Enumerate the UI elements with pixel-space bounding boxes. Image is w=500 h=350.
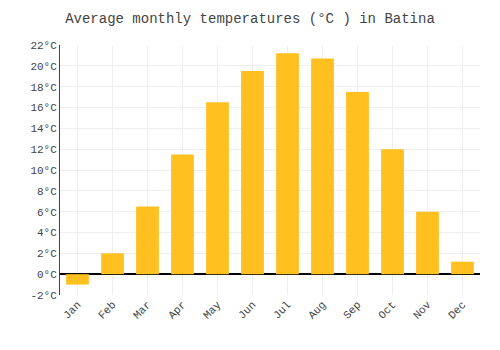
- svg-text:8°C: 8°C: [37, 186, 57, 198]
- svg-text:Feb: Feb: [96, 299, 118, 321]
- svg-text:Average monthly temperatures (: Average monthly temperatures (°C ) in Ba…: [65, 11, 435, 27]
- svg-text:Dec: Dec: [446, 299, 468, 321]
- svg-text:0°C: 0°C: [37, 269, 57, 281]
- svg-text:Oct: Oct: [376, 299, 398, 321]
- svg-text:-2°C: -2°C: [30, 290, 57, 302]
- svg-text:20°C: 20°C: [30, 61, 57, 73]
- svg-text:16°C: 16°C: [30, 102, 57, 114]
- svg-text:12°C: 12°C: [30, 144, 57, 156]
- svg-text:22°C: 22°C: [30, 40, 57, 52]
- svg-text:Sep: Sep: [341, 299, 363, 321]
- svg-text:Jan: Jan: [61, 299, 83, 321]
- svg-text:2°C: 2°C: [37, 248, 57, 260]
- svg-text:Aug: Aug: [306, 299, 328, 321]
- svg-text:Mar: Mar: [131, 299, 153, 321]
- svg-text:Apr: Apr: [166, 299, 188, 321]
- svg-text:Jul: Jul: [271, 299, 293, 321]
- svg-text:10°C: 10°C: [30, 165, 57, 177]
- svg-text:4°C: 4°C: [37, 227, 57, 239]
- svg-text:May: May: [201, 299, 224, 322]
- svg-text:Jun: Jun: [236, 299, 258, 321]
- svg-text:14°C: 14°C: [30, 123, 57, 135]
- svg-text:6°C: 6°C: [37, 207, 57, 219]
- svg-text:18°C: 18°C: [30, 82, 57, 94]
- svg-text:Nov: Nov: [411, 299, 434, 322]
